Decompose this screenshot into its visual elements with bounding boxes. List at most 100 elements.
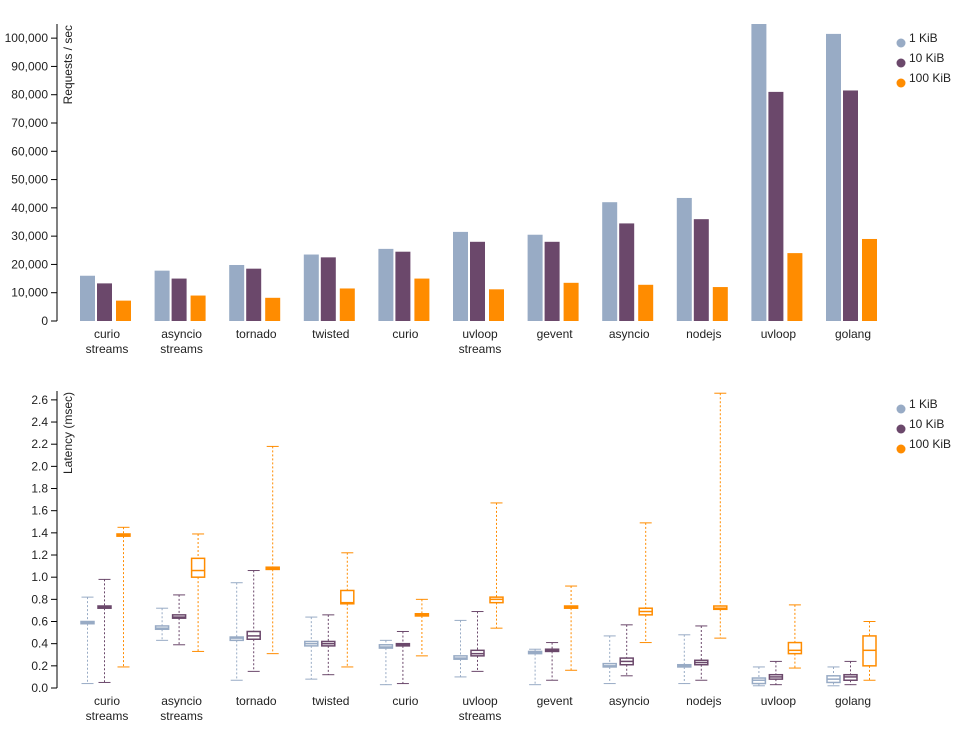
legend-swatch: [896, 58, 906, 68]
latency-box-plot: 0.0 0.2 0.4 0.6 0.8 1.0 1.2 1.4 1.6 1.8 2.0 2.2 2.4 2…: [31, 391, 951, 723]
box-plot: [563, 585, 579, 671]
y-tick-label: 2.2: [31, 437, 48, 451]
x-category-label: twisted: [312, 327, 349, 341]
box-plot: [489, 502, 504, 629]
bar: [787, 253, 803, 321]
box-plot: [470, 611, 485, 672]
requests-per-second-bar-chart: 0 10,000 20,000 30,000 40,000 50,000 60,000 70,…: [5, 24, 951, 356]
bar: [303, 254, 319, 321]
bar: [602, 202, 618, 321]
y-tick-label: 10,000: [11, 286, 48, 300]
box-plot: [229, 582, 244, 681]
y-tick-label: 0.4: [31, 637, 48, 651]
bar: [676, 197, 692, 321]
box-plot: [453, 619, 468, 678]
x-category-label: golang: [835, 327, 871, 341]
box-plot: [246, 570, 261, 672]
legend-swatch: [896, 404, 906, 414]
box-plot: [713, 392, 728, 639]
y-tick-label: 30,000: [11, 229, 48, 243]
x-category-label: asyncio: [609, 694, 650, 708]
box-plot: [826, 666, 841, 687]
x-category-label: curio: [392, 327, 418, 341]
y-tick-label: 2.6: [31, 393, 48, 407]
bar: [190, 295, 206, 321]
box-iqr: [340, 589, 355, 605]
box-plot: [321, 614, 336, 676]
box-plot: [862, 621, 877, 681]
x-category-label: curio: [94, 327, 120, 341]
y-tick-label: 50,000: [11, 173, 48, 187]
box-plot: [787, 604, 803, 669]
legend-label: 1 KiB: [909, 397, 938, 411]
y-axis-title: Requests / sec: [61, 25, 75, 104]
y-tick-label: 1.8: [31, 482, 48, 496]
x-category-label: uvloop: [761, 694, 797, 708]
x-category-label: streams: [86, 342, 129, 356]
y-tick-label: 1.4: [31, 526, 48, 540]
x-category-label: streams: [86, 709, 129, 723]
bar: [527, 234, 543, 321]
y-tick-label: 2.0: [31, 459, 48, 473]
box-plot: [527, 648, 543, 686]
bar: [712, 287, 728, 321]
y-tick-label: 20,000: [11, 257, 48, 271]
bar: [862, 238, 877, 321]
y-tick-label: 90,000: [11, 59, 48, 73]
y-tick-label: 0.2: [31, 659, 48, 673]
bar: [246, 268, 262, 321]
x-category-label: gevent: [537, 694, 574, 708]
x-category-label: golang: [835, 694, 871, 708]
legend-swatch: [896, 424, 906, 434]
bar: [544, 241, 560, 321]
bar: [229, 264, 245, 321]
bar: [619, 223, 635, 321]
box-plot: [768, 660, 784, 686]
bar: [97, 283, 112, 321]
box-plot: [80, 596, 95, 685]
box-plot: [395, 630, 411, 685]
bar: [826, 33, 841, 322]
x-category-label: streams: [160, 342, 203, 356]
box-plot: [544, 642, 560, 681]
bar: [453, 231, 468, 321]
bar: [116, 300, 131, 321]
x-category-label: twisted: [312, 694, 349, 708]
legend-label: 1 KiB: [909, 31, 938, 45]
box-plot: [638, 522, 653, 644]
bar: [395, 251, 411, 321]
box-plot: [619, 624, 634, 677]
box-iqr: [190, 557, 206, 578]
x-category-label: asyncio: [609, 327, 650, 341]
y-tick-label: 0.8: [31, 592, 48, 606]
x-category-label: uvloop: [462, 327, 498, 341]
box-plot: [378, 639, 394, 686]
x-category-label: tornado: [236, 327, 277, 341]
legend-label: 10 KiB: [909, 51, 944, 65]
legend-swatch: [896, 444, 906, 454]
y-tick-label: 0.6: [31, 615, 48, 629]
box-plot: [677, 634, 692, 685]
bar: [339, 288, 355, 321]
x-category-label: gevent: [537, 327, 574, 341]
box-plot: [751, 666, 767, 687]
legend-swatch: [896, 78, 906, 88]
legend-swatch: [896, 38, 906, 48]
box-plot: [171, 594, 187, 646]
x-category-label: nodejs: [686, 694, 721, 708]
box-plot: [304, 616, 319, 680]
bar: [414, 278, 430, 321]
legend-label: 10 KiB: [909, 417, 944, 431]
box-plot: [97, 578, 112, 683]
bar: [768, 91, 784, 321]
y-tick-label: 1.0: [31, 570, 48, 584]
x-category-label: curio: [392, 694, 418, 708]
bar: [171, 278, 187, 321]
legend-label: 100 KiB: [909, 437, 951, 451]
bar: [489, 289, 504, 321]
box-plot: [602, 635, 617, 685]
y-tick-label: 0.0: [31, 681, 48, 695]
y-tick-label: 40,000: [11, 201, 48, 215]
x-category-label: uvloop: [761, 327, 797, 341]
